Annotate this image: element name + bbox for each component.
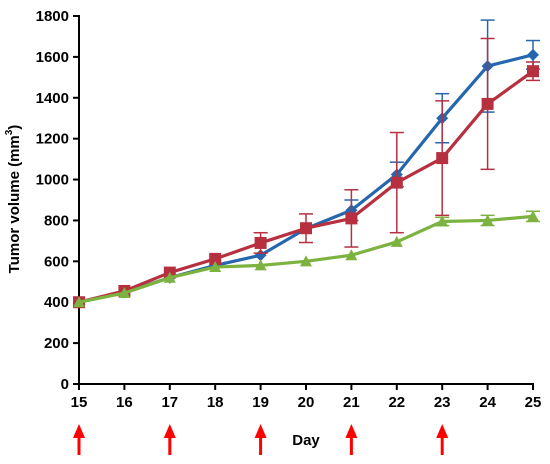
data-point <box>345 249 358 261</box>
red-arrow-icon <box>73 424 85 455</box>
red-arrow-icon <box>163 424 176 455</box>
data-point <box>163 271 176 283</box>
series-line <box>78 69 534 304</box>
y-tick-label: 200 <box>44 335 69 352</box>
data-point <box>300 255 312 267</box>
x-axis-title: Day <box>292 432 320 449</box>
x-tick-label: 25 <box>525 394 542 411</box>
x-tick-label: 22 <box>388 394 405 411</box>
y-tick-label: 1800 <box>36 8 69 25</box>
data-point <box>254 249 267 262</box>
x-tick-label: 21 <box>343 394 360 411</box>
series-layer <box>73 19 540 309</box>
red-arrow-icon <box>254 424 267 455</box>
data-point <box>527 48 539 61</box>
y-tick-label: 600 <box>44 253 69 270</box>
y-axis-title: Tumor volume (mm3) <box>4 125 23 274</box>
y-tick-label: 800 <box>44 212 69 229</box>
y-tick-label: 1000 <box>36 172 69 189</box>
arrow-head <box>254 424 267 438</box>
x-tick-label: 24 <box>479 394 496 411</box>
data-point <box>254 259 267 271</box>
x-tick-label: 17 <box>161 394 178 411</box>
y-axis-title-close: ) <box>6 125 23 130</box>
y-axis-ticks: 0 200 400 600 800 1000 1200 1400 1600 1800 <box>36 8 79 393</box>
data-point <box>390 176 403 189</box>
data-point <box>436 215 449 227</box>
y-axis-title-main: Tumor volume (mm <box>6 135 23 273</box>
red-arrow-icon <box>345 424 358 455</box>
red-arrow-icon <box>436 424 449 455</box>
data-point <box>254 236 267 249</box>
data-point <box>436 152 449 165</box>
x-tick-label: 16 <box>116 394 133 411</box>
y-tick-label: 1600 <box>36 49 69 66</box>
data-point <box>390 235 403 247</box>
y-axis-title-superscript: 3 <box>4 129 15 135</box>
data-point <box>300 222 312 235</box>
treatment-arrows <box>73 424 449 455</box>
y-tick-label: 1400 <box>36 90 69 107</box>
arrow-head <box>163 424 176 438</box>
x-tick-label: 15 <box>71 394 88 411</box>
x-tick-label: 18 <box>207 394 224 411</box>
data-point <box>345 212 358 225</box>
x-tick-label: 19 <box>252 394 269 411</box>
x-tick-label: 23 <box>434 394 451 411</box>
arrow-head <box>345 424 358 438</box>
data-point <box>527 210 539 222</box>
arrow-head <box>73 424 85 438</box>
data-point <box>73 296 85 308</box>
arrow-head <box>436 424 449 438</box>
data-point <box>481 214 494 226</box>
data-point <box>481 97 494 110</box>
y-tick-label: 0 <box>61 376 69 393</box>
series-2 <box>73 37 540 309</box>
x-tick-label: 20 <box>298 394 315 411</box>
y-tick-label: 1200 <box>36 131 69 148</box>
data-point <box>118 287 131 299</box>
data-point <box>209 252 222 265</box>
x-axis-ticks: 15 16 17 18 19 20 21 22 23 24 25 <box>71 384 542 411</box>
series-3 <box>73 210 540 308</box>
y-tick-label: 400 <box>44 294 69 311</box>
data-point <box>209 261 222 273</box>
data-point <box>527 65 539 78</box>
